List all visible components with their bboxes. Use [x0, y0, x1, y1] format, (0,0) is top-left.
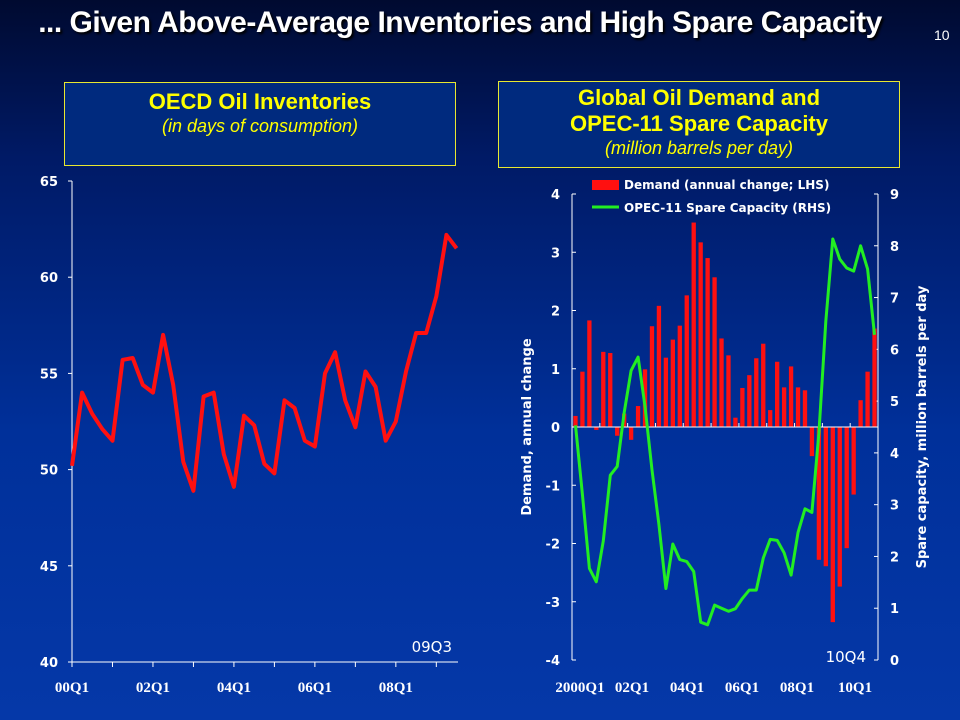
left-x-tick-label: 08Q1	[379, 680, 413, 696]
right-chart-title-box: Global Oil Demand and OPEC-11 Spare Capa…	[498, 81, 900, 168]
demand-bar	[601, 351, 606, 427]
right-x-tick-label: 04Q1	[670, 680, 704, 696]
lhs-tick-label: -4	[546, 654, 560, 669]
lhs-tick-label: 2	[551, 305, 560, 320]
demand-bar	[809, 427, 815, 457]
demand-bar	[656, 305, 662, 427]
demand-bar	[816, 427, 822, 560]
left-end-label: 09Q3	[412, 638, 452, 656]
rhs-tick-label: 3	[890, 499, 899, 514]
right-chart-title-line1: Global Oil Demand and	[577, 85, 821, 110]
lhs-tick-label: 3	[551, 246, 560, 261]
rhs-tick-label: 5	[890, 395, 899, 410]
right-chart-subtitle: (million barrels per day)	[604, 138, 794, 158]
demand-bar	[670, 339, 675, 427]
demand-bar	[587, 320, 592, 427]
rhs-tick-label: 4	[890, 447, 899, 462]
rhs-tick-label: 1	[890, 602, 899, 617]
demand-bar	[663, 357, 669, 427]
demand-bar	[872, 328, 877, 427]
demand-bar	[740, 387, 745, 427]
demand-bar	[823, 427, 828, 567]
demand-bar	[858, 400, 863, 427]
demand-bar	[719, 338, 724, 427]
demand-bar	[615, 427, 620, 436]
rhs-tick-label: 2	[890, 550, 899, 565]
demand-bar	[684, 295, 689, 427]
left-y-tick-label: 60	[40, 271, 58, 286]
demand-bar	[851, 427, 856, 495]
demand-bar	[733, 417, 738, 427]
slide-title: ... Given Above-Average Inventories and …	[38, 6, 882, 39]
left-chart-subtitle: (in days of consumption)	[161, 116, 359, 136]
demand-bar	[677, 325, 682, 427]
left-chart-title: OECD Oil Inventories	[148, 89, 372, 114]
demand-bar	[649, 326, 655, 427]
lhs-tick-label: 0	[551, 421, 560, 436]
demand-bar	[712, 277, 717, 427]
demand-bar	[775, 361, 780, 427]
left-y-tick-label: 40	[40, 656, 58, 671]
demand-bar	[747, 375, 752, 427]
demand-bar	[691, 222, 696, 427]
rhs-tick-label: 6	[890, 343, 899, 358]
page-number: 10	[934, 27, 950, 43]
left-y-tick-label: 65	[40, 175, 58, 190]
left-y-tick-label: 50	[40, 464, 58, 479]
demand-bar	[628, 427, 634, 440]
demand-bar	[726, 355, 731, 427]
demand-bar	[573, 415, 578, 427]
rhs-tick-label: 0	[890, 654, 899, 669]
demand-bar	[594, 427, 599, 430]
demand-bar	[865, 371, 870, 427]
left-x-tick-label: 06Q1	[298, 680, 332, 696]
demand-bar	[788, 366, 794, 427]
demand-bar	[608, 353, 613, 427]
demand-bar	[754, 358, 759, 427]
demand-bar	[580, 371, 585, 427]
left-x-tick-label: 04Q1	[217, 680, 251, 696]
lhs-axis-title: Demand, annual change	[520, 338, 535, 516]
demand-bar	[837, 427, 842, 587]
demand-bar	[781, 387, 787, 427]
lhs-tick-label: 1	[551, 363, 560, 378]
legend-demand-swatch	[592, 180, 619, 190]
demand-bar	[705, 258, 710, 427]
lhs-tick-label: 4	[551, 188, 560, 203]
demand-bar	[844, 427, 849, 549]
right-x-tick-label: 02Q1	[615, 680, 649, 696]
left-x-tick-label: 00Q1	[55, 680, 89, 696]
right-chart-title-line2: OPEC-11 Spare Capacity	[569, 111, 828, 136]
inventory-line	[70, 232, 459, 493]
demand-bar	[830, 427, 835, 623]
legend-demand-label: Demand (annual change; LHS)	[624, 178, 829, 192]
rhs-tick-label: 9	[890, 188, 899, 203]
lhs-tick-label: -3	[546, 596, 560, 611]
demand-bar	[635, 406, 641, 427]
rhs-tick-label: 7	[890, 292, 899, 307]
right-x-tick-label: 08Q1	[780, 680, 814, 696]
right-x-tick-label: 10Q1	[838, 680, 872, 696]
rhs-axis-title: Spare capacity, million barrels per day	[915, 285, 930, 568]
spare-capacity-line	[574, 237, 876, 627]
lhs-tick-label: -1	[546, 479, 560, 494]
demand-bar	[761, 343, 766, 427]
right-x-tick-label: 2000Q1	[555, 680, 604, 696]
lhs-tick-label: -2	[546, 538, 560, 553]
left-y-tick-label: 45	[40, 560, 58, 575]
left-chart-title-box: OECD Oil Inventories (in days of consump…	[64, 82, 456, 166]
legend-spare-label: OPEC-11 Spare Capacity (RHS)	[624, 201, 831, 215]
right-end-label: 10Q4	[826, 648, 866, 666]
left-x-tick-label: 02Q1	[136, 680, 170, 696]
demand-bar	[698, 242, 703, 427]
right-x-tick-label: 06Q1	[725, 680, 759, 696]
rhs-tick-label: 8	[890, 240, 899, 255]
demand-bar	[768, 410, 773, 427]
demand-bar	[802, 390, 808, 427]
left-y-tick-label: 55	[40, 367, 58, 382]
demand-bar	[795, 387, 801, 427]
